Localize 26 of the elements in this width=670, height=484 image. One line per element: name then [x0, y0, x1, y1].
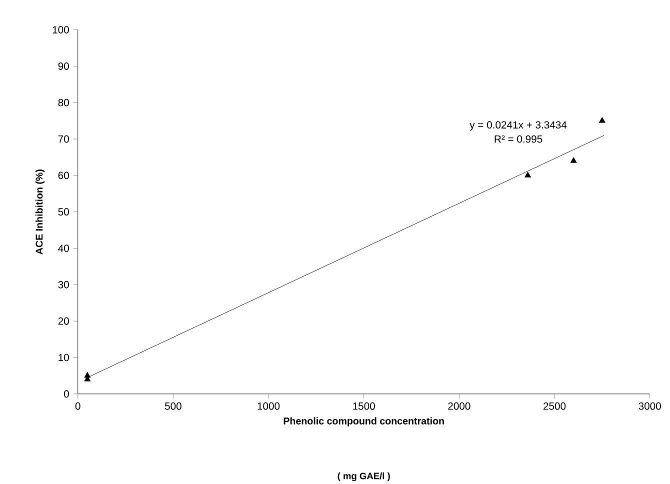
y-tick-label: 100 — [52, 26, 69, 34]
y-tick-label: 30 — [58, 281, 69, 288]
x-tick-label: 0 — [75, 402, 80, 410]
x-tick-label: 1500 — [353, 402, 375, 410]
point — [598, 117, 606, 123]
x-tick-label: 1000 — [258, 402, 280, 410]
y-tick-label: 10 — [58, 354, 69, 362]
y-tick-label: 50 — [58, 208, 69, 216]
y-tick-label: 60 — [58, 172, 69, 180]
x-tick-label: 2000 — [448, 402, 470, 410]
y-tick-label: 70 — [58, 135, 69, 143]
text: ( mg GAE/l ) — [338, 472, 390, 482]
y-tick-label: 80 — [58, 98, 69, 106]
point — [524, 172, 532, 178]
y-tick-label: 0 — [64, 390, 69, 398]
annotation: R² = 0.995 — [494, 135, 542, 143]
x-axis-title: Phenolic compound concentration — [284, 417, 444, 426]
y-axis-title: ACE Inhibition (%) — [35, 170, 45, 254]
point — [570, 157, 577, 163]
y-tick-label: 40 — [58, 244, 69, 252]
y-tick-label: 90 — [58, 62, 69, 70]
x-tick-label: 3000 — [638, 402, 661, 410]
x-tick-label: 2500 — [544, 402, 566, 410]
y-tick-label: 20 — [58, 317, 69, 325]
x-tick-label: 500 — [164, 402, 182, 410]
annotation: y = 0.0241x + 3.3434 — [470, 121, 567, 131]
